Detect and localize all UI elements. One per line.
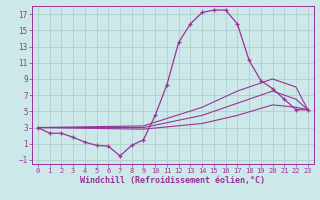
X-axis label: Windchill (Refroidissement éolien,°C): Windchill (Refroidissement éolien,°C)	[80, 176, 265, 185]
